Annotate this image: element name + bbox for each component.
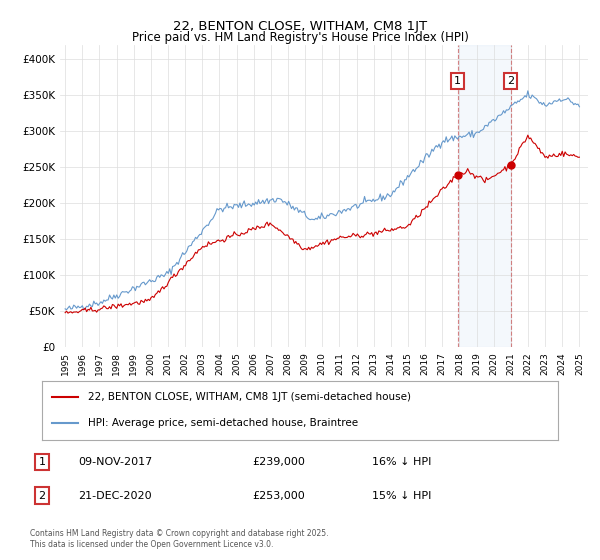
- Text: 1: 1: [454, 76, 461, 86]
- Text: 2: 2: [38, 491, 46, 501]
- Text: 2: 2: [507, 76, 514, 86]
- Text: 1: 1: [38, 457, 46, 467]
- Text: 21-DEC-2020: 21-DEC-2020: [78, 491, 152, 501]
- Text: 22, BENTON CLOSE, WITHAM, CM8 1JT: 22, BENTON CLOSE, WITHAM, CM8 1JT: [173, 20, 427, 32]
- Text: £239,000: £239,000: [252, 457, 305, 467]
- Text: £253,000: £253,000: [252, 491, 305, 501]
- Text: Price paid vs. HM Land Registry's House Price Index (HPI): Price paid vs. HM Land Registry's House …: [131, 31, 469, 44]
- Text: 22, BENTON CLOSE, WITHAM, CM8 1JT (semi-detached house): 22, BENTON CLOSE, WITHAM, CM8 1JT (semi-…: [88, 392, 412, 402]
- Text: 09-NOV-2017: 09-NOV-2017: [78, 457, 152, 467]
- Text: 16% ↓ HPI: 16% ↓ HPI: [372, 457, 431, 467]
- Text: 15% ↓ HPI: 15% ↓ HPI: [372, 491, 431, 501]
- Text: HPI: Average price, semi-detached house, Braintree: HPI: Average price, semi-detached house,…: [88, 418, 359, 428]
- Bar: [458, 45, 511, 347]
- Text: Contains HM Land Registry data © Crown copyright and database right 2025.
This d: Contains HM Land Registry data © Crown c…: [30, 529, 329, 549]
